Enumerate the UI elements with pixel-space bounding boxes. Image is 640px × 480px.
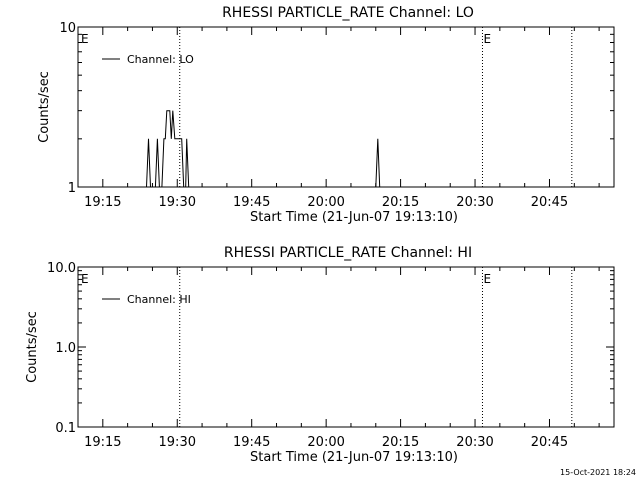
legend-label: Channel: HI xyxy=(127,293,191,306)
event-marker-label: E xyxy=(483,272,491,286)
x-axis-label: Start Time (21-Jun-07 19:13:10) xyxy=(250,450,458,465)
x-axis-label: Start Time (21-Jun-07 19:13:10) xyxy=(250,210,458,225)
x-tick-label: 20:00 xyxy=(307,195,344,210)
x-tick-label: 19:15 xyxy=(84,195,121,210)
event-marker-label: E xyxy=(81,272,89,286)
y-tick-label: 1.0 xyxy=(55,341,76,356)
x-tick-label: 20:15 xyxy=(382,195,419,210)
x-tick-label: 20:15 xyxy=(382,435,419,450)
x-tick-label: 19:15 xyxy=(84,435,121,450)
x-tick-label: 19:30 xyxy=(159,435,196,450)
x-tick-label: 19:30 xyxy=(159,195,196,210)
x-tick-label: 20:30 xyxy=(456,195,493,210)
y-tick-label: 10.0 xyxy=(47,261,76,276)
legend-label: Channel: LO xyxy=(127,53,194,66)
y-axis-label: Counts/sec xyxy=(25,311,40,383)
y-tick-label: 0.1 xyxy=(55,421,76,436)
chart-title: RHESSI PARTICLE_RATE Channel: HI xyxy=(224,245,472,261)
y-tick-label: 1 xyxy=(68,181,76,196)
chart-panel-lo: RHESSI PARTICLE_RATE Channel: LO Counts/s… xyxy=(37,5,615,225)
y-axis-label: Counts/sec xyxy=(37,71,52,143)
x-tick-label: 20:00 xyxy=(307,435,344,450)
y-tick-label: 10 xyxy=(59,21,76,36)
plot-frame xyxy=(77,266,615,428)
x-tick-label: 20:30 xyxy=(456,435,493,450)
chart-panel-hi: RHESSI PARTICLE_RATE Channel: HI Counts/s… xyxy=(25,245,615,465)
event-marker-label: E xyxy=(483,32,491,46)
x-tick-label: 19:45 xyxy=(233,195,270,210)
chart-title: RHESSI PARTICLE_RATE Channel: LO xyxy=(222,5,474,21)
event-marker-label: E xyxy=(81,32,89,46)
x-tick-label: 20:45 xyxy=(531,435,568,450)
footer-timestamp: 15-Oct-2021 18:24 xyxy=(560,468,636,477)
x-tick-label: 20:45 xyxy=(531,195,568,210)
x-tick-label: 19:45 xyxy=(233,435,270,450)
series-line xyxy=(102,110,585,188)
